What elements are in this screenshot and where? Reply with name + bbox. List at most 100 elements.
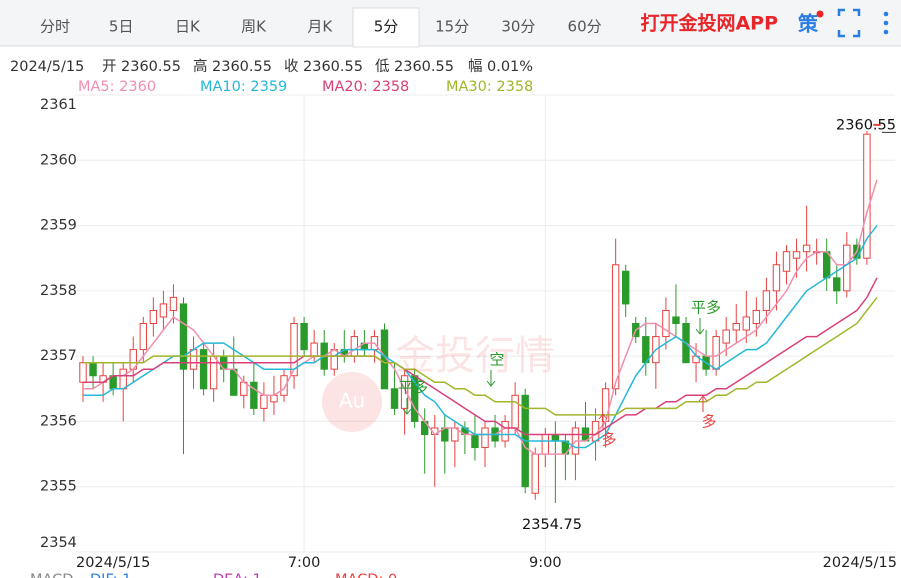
candle-body <box>169 296 178 311</box>
tab[interactable]: 30分 <box>501 18 535 36</box>
candle-body <box>139 323 148 351</box>
macd-legend: MACD <box>30 572 73 578</box>
signal-label: 多 <box>601 431 616 449</box>
candle-body <box>511 394 519 429</box>
candle-body <box>732 323 740 331</box>
candle-body <box>89 362 97 377</box>
candle-body <box>149 309 158 325</box>
candle-body <box>390 388 399 409</box>
candle-body <box>712 336 720 370</box>
info-value: 2360.55 <box>303 59 363 75</box>
info-value: 0.01% <box>487 59 533 75</box>
candle-body <box>300 323 308 351</box>
tab[interactable]: 分时 <box>40 18 70 36</box>
info-value: 2360.55 <box>121 59 181 75</box>
macd-legend: DEA: 1 <box>213 572 262 578</box>
tab[interactable]: 5日 <box>109 18 134 36</box>
candle-body <box>471 433 479 449</box>
info-value: 2360.55 <box>212 59 272 75</box>
candle-body <box>792 251 801 259</box>
more-icon[interactable] <box>883 11 889 35</box>
candle-body <box>782 251 791 272</box>
legend-entry: MA30: 2358 <box>446 79 533 95</box>
candle-body <box>531 453 539 494</box>
tab[interactable]: 月K <box>307 18 333 36</box>
badge-dot <box>816 10 824 18</box>
candle-body <box>843 244 851 292</box>
y-tick-label: 2356 <box>40 413 77 429</box>
candle-body <box>802 244 811 253</box>
y-tick-label: 2355 <box>40 479 77 495</box>
ma-line <box>83 296 878 416</box>
signal-arrowhead <box>486 380 496 387</box>
y-tick-label: 2359 <box>40 218 77 234</box>
candle-body <box>722 329 730 344</box>
signal-arrowhead <box>598 413 608 420</box>
fullscreen-icon[interactable] <box>837 8 861 38</box>
tab[interactable]: 15分 <box>435 18 469 36</box>
candle-body <box>159 303 168 318</box>
candle-body <box>330 349 338 370</box>
info-label: 收 <box>284 58 299 75</box>
watermark: Au 金投行情 <box>322 333 555 432</box>
candle-body <box>189 349 198 370</box>
info-label: 低 <box>375 58 390 75</box>
signal-arrowhead <box>402 408 412 415</box>
legend-entry: MA20: 2358 <box>322 79 409 95</box>
candle-body <box>672 316 680 325</box>
info-value: 2360.55 <box>394 59 454 75</box>
candle-body <box>400 375 409 409</box>
tab[interactable]: 日K <box>175 18 201 36</box>
candle-body <box>551 433 560 442</box>
candle-body <box>873 123 881 126</box>
tab[interactable]: 周K <box>241 18 267 36</box>
y-tick-label: 2354 <box>40 535 77 551</box>
signal-label: 空 <box>489 351 504 369</box>
brand[interactable]: 打开金投网APP <box>640 12 778 35</box>
tab[interactable]: 60分 <box>568 18 602 36</box>
macd-legend: MACD: 0 <box>335 572 397 578</box>
info-label: 高 <box>193 58 208 75</box>
candle-body <box>260 394 268 409</box>
max-label: 2360.55 <box>836 117 896 133</box>
signal-arrowhead <box>698 395 708 402</box>
candle-body <box>611 264 620 390</box>
x-tick-label: 7:00 <box>288 555 321 571</box>
x-tick-label: 2024/5/15 <box>823 555 897 571</box>
min-label: 2354.75 <box>522 517 582 533</box>
candle-body <box>752 309 761 325</box>
candle-body <box>772 264 781 292</box>
info-label: 开 <box>102 59 117 75</box>
x-tick-label: 9:00 <box>529 555 562 571</box>
y-tick-label: 2358 <box>40 283 77 299</box>
candle-body <box>662 309 670 338</box>
candle-body <box>350 336 359 357</box>
ma-line <box>83 277 878 436</box>
candle-body <box>762 290 771 311</box>
watermark-logo-text: Au <box>339 389 365 413</box>
signal-label: 平多 <box>691 299 721 317</box>
candle-body <box>179 303 188 370</box>
tab-active <box>352 7 420 48</box>
candle-body <box>290 323 298 377</box>
candle-body <box>270 394 278 403</box>
candle-body <box>742 316 750 331</box>
signal-label: 平多 <box>398 379 428 397</box>
ma-line <box>83 225 878 449</box>
watermark-text: 金投行情 <box>395 333 555 379</box>
strategy-button[interactable]: 策 <box>798 12 819 36</box>
candle-body <box>310 342 318 357</box>
candle-body <box>79 362 87 383</box>
y-tick-label: 2360 <box>40 152 77 168</box>
candle-body <box>209 355 218 390</box>
candle-body <box>280 375 288 396</box>
signal-label: 多 <box>701 413 716 431</box>
candle-body <box>199 349 208 390</box>
y-tick-label: 2361 <box>40 97 77 113</box>
signal-arrowhead <box>695 328 705 335</box>
tab[interactable]: 5分 <box>374 18 399 36</box>
legend-entry: MA5: 2360 <box>78 79 156 95</box>
candle-body <box>501 420 509 442</box>
candle-body <box>541 433 549 455</box>
